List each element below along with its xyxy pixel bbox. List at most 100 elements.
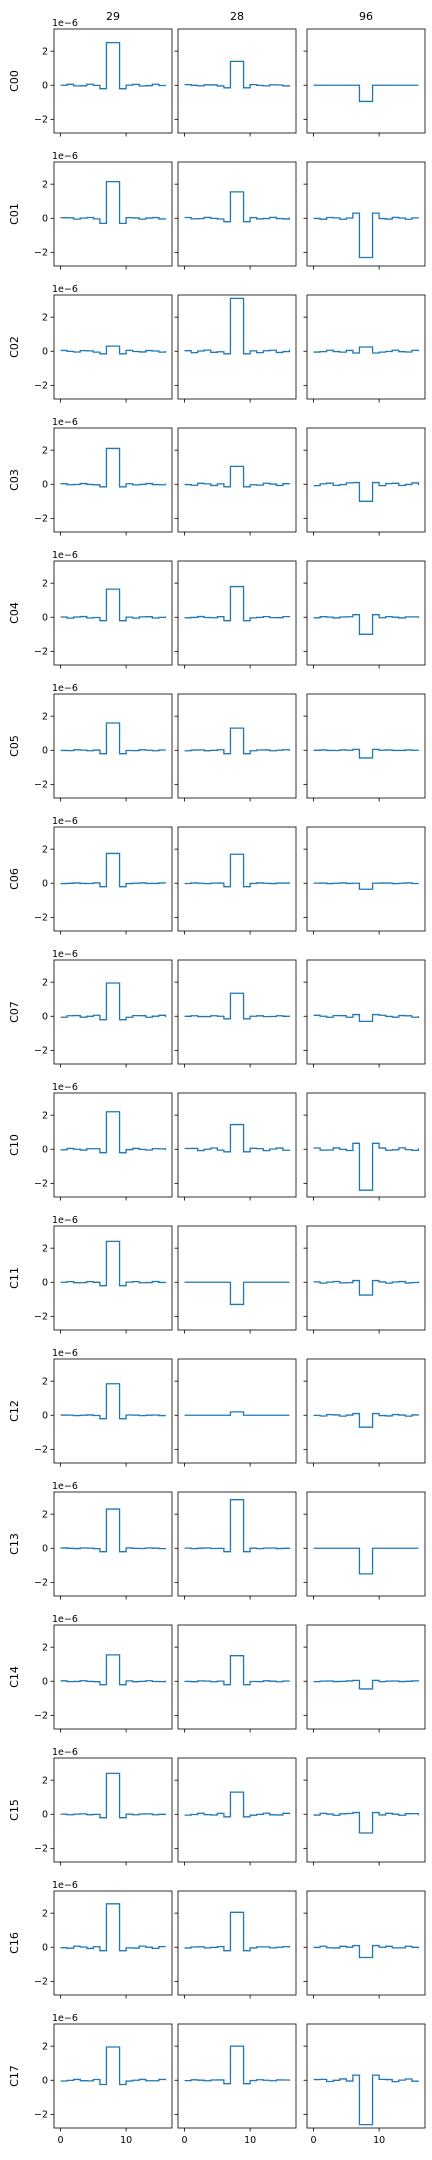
axes-frame xyxy=(53,959,173,1065)
subplot xyxy=(174,161,297,270)
series-line xyxy=(184,1791,291,1818)
subplot xyxy=(174,1624,297,1733)
series-line xyxy=(313,882,420,890)
panel-row: C02 1e−6 −2 0 2 xyxy=(8,284,426,403)
series-line xyxy=(313,748,420,759)
y-offset-text: 1e−6 xyxy=(52,284,78,295)
series-line xyxy=(184,2045,291,2085)
y-tick-label: 0 xyxy=(42,1810,48,1821)
y-tick-label: 0 xyxy=(42,1677,48,1688)
y-tick-label: 0 xyxy=(42,1278,48,1289)
y-tick-label: 2 xyxy=(42,1642,48,1653)
axes-frame xyxy=(53,1624,173,1730)
axes-frame xyxy=(306,1358,426,1464)
y-tick-label: 2 xyxy=(42,1376,48,1387)
subplot: −2 0 2 xyxy=(34,1890,173,1999)
y-tick-label: 0 xyxy=(42,347,48,358)
column-title: 28 xyxy=(230,10,244,23)
axes-frame xyxy=(53,560,173,666)
row-label: C11 xyxy=(8,1267,21,1289)
y-tick-label: −2 xyxy=(34,381,48,392)
y-tick-label: 0 xyxy=(42,746,48,757)
subplot: −2 0 2 xyxy=(34,959,173,1068)
y-tick-label: 2 xyxy=(42,711,48,722)
axes-frame xyxy=(177,2023,297,2129)
subplot xyxy=(303,1225,426,1334)
series-line xyxy=(313,1142,420,1191)
axes-frame xyxy=(53,1491,173,1597)
y-tick-label: 2 xyxy=(42,844,48,855)
axes-frame xyxy=(177,959,297,1065)
y-offset-text: 1e−6 xyxy=(52,1880,78,1891)
row-label: C06 xyxy=(8,868,21,890)
subplot: 0 10 xyxy=(174,2023,297,2146)
subplot xyxy=(174,826,297,935)
subplot xyxy=(174,1890,297,1999)
axes-frame xyxy=(306,693,426,799)
series-line xyxy=(60,180,167,225)
subplot: −2 0 2 xyxy=(34,427,173,536)
series-line xyxy=(60,1654,167,1686)
y-offset-text: 1e−6 xyxy=(52,1747,78,1758)
row-label: C00 xyxy=(8,70,21,92)
panel-row: C01 1e−6 −2 0 2 xyxy=(8,151,426,270)
axes-frame xyxy=(53,28,173,134)
y-tick-label: 2 xyxy=(42,1775,48,1786)
axes-frame xyxy=(53,693,173,799)
series-line xyxy=(313,1547,419,1575)
row-label: C12 xyxy=(8,1400,21,1422)
y-tick-label: −2 xyxy=(34,1844,48,1855)
subplot xyxy=(303,1358,426,1467)
subplot: −2 0 2 xyxy=(34,1092,173,1201)
axes-frame xyxy=(53,161,173,267)
series-line xyxy=(60,1508,167,1553)
subplot xyxy=(303,1757,426,1866)
y-offset-text: 1e−6 xyxy=(52,550,78,561)
y-tick-label: −2 xyxy=(34,1445,48,1456)
subplot xyxy=(303,28,426,137)
y-tick-label: 0 xyxy=(42,1943,48,1954)
subplot: −2 0 2 xyxy=(34,1624,173,1733)
y-offset-text: 1e−6 xyxy=(52,1082,78,1093)
series-line xyxy=(313,2074,420,2126)
series-line xyxy=(60,2046,167,2086)
subplot: −2 0 2 xyxy=(34,693,173,802)
axes-frame xyxy=(53,1890,173,1996)
axes-frame xyxy=(53,427,173,533)
y-tick-label: −2 xyxy=(34,248,48,259)
y-tick-label: 2 xyxy=(42,578,48,589)
subplot xyxy=(174,560,297,669)
series-line xyxy=(184,992,291,1020)
series-line xyxy=(184,1655,291,1686)
axes-frame xyxy=(306,560,426,666)
row-label: C10 xyxy=(8,1134,21,1156)
y-tick-label: −2 xyxy=(34,1977,48,1988)
subplot xyxy=(174,294,297,403)
y-offset-text: 1e−6 xyxy=(52,816,78,827)
y-tick-label: 2 xyxy=(42,977,48,988)
axes-frame xyxy=(177,1890,297,1996)
series-line xyxy=(313,84,419,103)
series-line xyxy=(60,41,167,90)
series-line xyxy=(184,727,291,755)
row-label: C15 xyxy=(8,1799,21,1821)
series-line xyxy=(313,1944,420,1959)
row-label: C14 xyxy=(8,1666,21,1688)
y-tick-label: 0 xyxy=(42,879,48,890)
series-line xyxy=(184,297,291,355)
axes-frame xyxy=(177,1624,297,1730)
subplot xyxy=(303,1491,426,1600)
subplot xyxy=(303,427,426,536)
subplot xyxy=(174,1757,297,1866)
row-label: C17 xyxy=(8,2065,21,2087)
axes-frame xyxy=(177,427,297,533)
y-tick-label: 2 xyxy=(42,1509,48,1520)
series-line xyxy=(313,1679,420,1690)
series-line xyxy=(60,852,167,888)
axes-frame xyxy=(306,826,426,932)
y-tick-label: 0 xyxy=(42,2076,48,2087)
series-line xyxy=(184,191,291,223)
y-tick-label: −2 xyxy=(34,1046,48,1057)
